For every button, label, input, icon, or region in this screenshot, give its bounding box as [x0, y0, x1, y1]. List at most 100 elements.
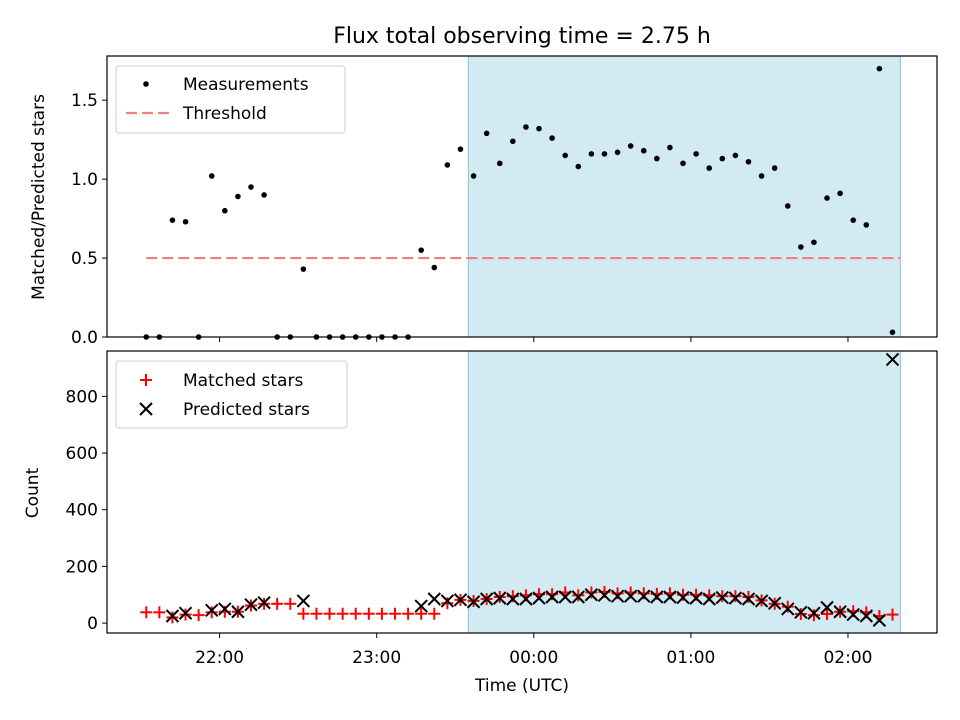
measurement-point — [588, 151, 595, 157]
measurement-point — [680, 160, 686, 167]
predicted-star-point — [807, 606, 821, 620]
predicted-star-point — [663, 590, 677, 604]
top-y-axis: 0.0 0.5 1.0 1.5 — [71, 91, 107, 348]
bottom-plot-frame — [106, 350, 938, 634]
matched-star-point — [375, 607, 388, 620]
predicted-star-point — [872, 613, 887, 627]
predicted-star-point — [885, 352, 900, 367]
measurement-point — [575, 163, 582, 170]
measurement-point — [811, 239, 817, 246]
measurement-point — [693, 151, 699, 157]
matched-star-point — [362, 607, 375, 620]
predicted-star-point — [767, 596, 782, 610]
predicted-star-point — [532, 591, 546, 605]
matched-star-point — [205, 606, 218, 619]
matched-star-point — [716, 590, 729, 603]
legend-threshold-label: Threshold — [182, 104, 267, 124]
measurement-point — [431, 264, 438, 271]
predicted-star-point — [545, 590, 559, 604]
y-tick-label: 600 — [66, 444, 98, 464]
measurement-points — [143, 65, 896, 340]
predicted-star-point — [623, 589, 638, 603]
measurement-point — [732, 152, 739, 159]
predicted-star-point — [244, 597, 258, 612]
y-tick-label: 200 — [66, 557, 98, 577]
measurement-point — [222, 207, 228, 214]
measurement-point — [850, 217, 857, 223]
matched-star-point — [886, 608, 899, 621]
predicted-star-point — [493, 591, 507, 605]
predicted-star-point — [296, 594, 311, 608]
predicted-star-point — [479, 592, 494, 606]
y-tick-label: 0.0 — [71, 328, 98, 348]
top-shaded-region — [467, 55, 901, 338]
legend-matched-marker — [140, 374, 152, 386]
predicted-star-point — [427, 592, 441, 606]
predicted-star-point — [414, 599, 428, 613]
measurement-point — [706, 165, 713, 171]
predicted-star-point — [833, 605, 847, 619]
matched-star-point — [572, 589, 585, 602]
x-tick-label: 23:00 — [352, 648, 401, 668]
measurement-point — [549, 135, 555, 141]
predicted-star-point — [754, 594, 769, 608]
predicted-star-point — [257, 595, 271, 610]
predicted-star-point — [466, 595, 481, 609]
predicted-star-point — [689, 591, 703, 605]
matched-star-point — [323, 607, 336, 620]
legend-measurements-label: Measurements — [183, 75, 309, 95]
predicted-star-point — [205, 603, 219, 618]
predicted-star-point — [728, 591, 743, 605]
predicted-star-point — [440, 594, 455, 608]
predicted-star-point — [794, 605, 808, 620]
measurement-point — [876, 65, 883, 72]
matched-star-point — [585, 586, 598, 599]
matched-star-point — [140, 606, 153, 619]
top-panel: 0.0 0.5 1.0 1.5 Matched/Predicted stars Mea… — [29, 55, 938, 348]
measurement-point — [824, 195, 830, 201]
bottom-shaded-region — [467, 350, 901, 634]
x-tick-label: 00:00 — [509, 648, 558, 668]
predicted-star-point — [676, 590, 690, 605]
y-tick-label: 0.5 — [71, 249, 98, 269]
matched-star-point — [402, 607, 415, 620]
matched-star-point — [415, 607, 428, 620]
measurement-point — [510, 138, 516, 145]
measurement-point — [536, 125, 542, 132]
legend-predicted-marker — [139, 402, 153, 416]
matched-star-point — [271, 597, 284, 610]
predicted-star-point — [218, 602, 232, 616]
legend-predicted-label: Predicted stars — [183, 400, 310, 420]
predicted-star-point — [506, 592, 520, 606]
measurement-point — [182, 218, 189, 225]
matched-star-point — [794, 608, 807, 621]
measurement-point — [208, 173, 215, 179]
measurement-point — [470, 173, 477, 179]
bottom-x-axis: 22:00 23:00 00:00 01:00 02:00 — [195, 633, 872, 668]
matched-star-point — [428, 607, 441, 620]
matched-star-point — [441, 597, 454, 610]
y-tick-label: 1.5 — [71, 91, 98, 111]
matched-star-point — [349, 607, 362, 620]
measurement-point — [496, 160, 503, 167]
measurement-point — [418, 247, 424, 253]
measurement-point — [640, 147, 647, 154]
predicted-star-point — [846, 607, 860, 622]
measurement-point — [771, 165, 778, 171]
matched-star-point — [821, 608, 834, 621]
bottom-legend: Matched stars Predicted stars — [115, 360, 348, 429]
predicted-star-point — [637, 589, 651, 603]
x-tick-label: 22:00 — [195, 648, 244, 668]
legend-measurements-marker — [143, 81, 149, 87]
matched-star-point — [389, 607, 402, 620]
measurement-point — [483, 130, 490, 137]
bottom-y-axis-label: Count — [23, 467, 43, 518]
matched-star-point — [807, 609, 820, 622]
predicted-star-point — [597, 588, 612, 603]
chart-title: Flux total observing time = 2.75 h — [333, 24, 711, 49]
measurement-point — [523, 124, 529, 130]
predicted-stars-points — [165, 352, 900, 627]
predicted-star-point — [519, 592, 533, 606]
